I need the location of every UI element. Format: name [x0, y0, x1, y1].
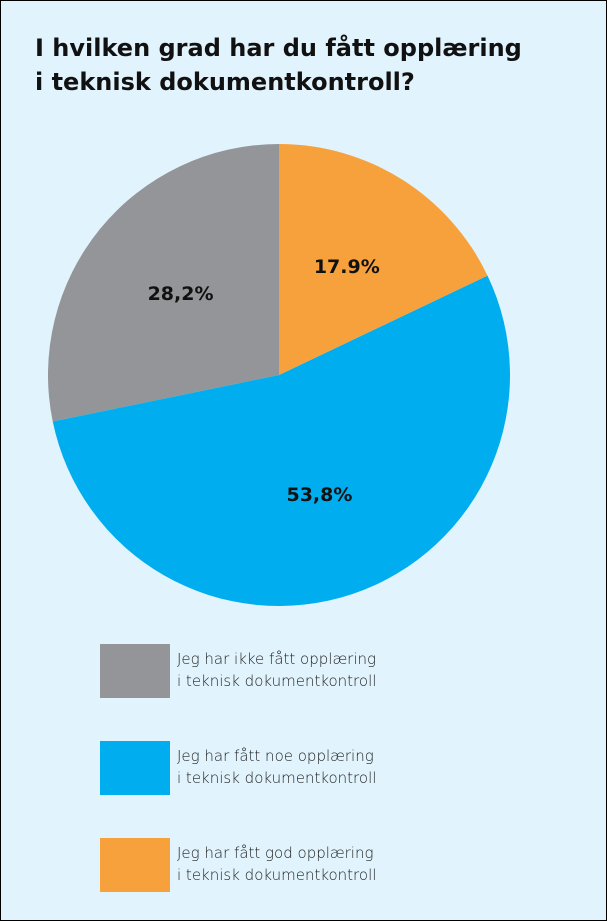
- chart-title: I hvilken grad har du fått opplæring i t…: [35, 34, 522, 96]
- legend-label: Jeg har ikke fått opplæring i teknisk do…: [177, 650, 377, 690]
- legend-label: Jeg har fått god opplæring i teknisk dok…: [177, 844, 377, 884]
- value-label: 17.9%: [314, 256, 380, 278]
- pie-slice: [47, 144, 280, 422]
- pie-slice: [279, 144, 488, 375]
- legend-swatch: [100, 644, 170, 698]
- pie-slice: [52, 275, 511, 607]
- legend-swatch: [100, 838, 170, 892]
- legend-label: Jeg har fått noe opplæring i teknisk dok…: [177, 747, 377, 787]
- value-label: 28,2%: [148, 283, 214, 305]
- value-label: 53,8%: [286, 484, 352, 506]
- legend-swatch: [100, 741, 170, 795]
